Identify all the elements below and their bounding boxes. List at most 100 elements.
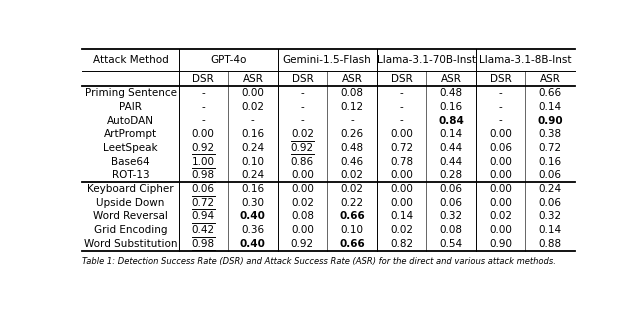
Text: 0.92: 0.92 — [192, 143, 215, 153]
Text: 0.44: 0.44 — [440, 143, 463, 153]
Text: 0.00: 0.00 — [390, 198, 413, 208]
Text: 0.02: 0.02 — [489, 211, 512, 221]
Text: Llama-3.1-8B-Inst: Llama-3.1-8B-Inst — [479, 55, 572, 65]
Text: 0.02: 0.02 — [340, 184, 364, 194]
Text: 0.14: 0.14 — [440, 129, 463, 139]
Text: 0.88: 0.88 — [539, 239, 562, 249]
Text: 0.14: 0.14 — [539, 102, 562, 112]
Text: ArtPrompt: ArtPrompt — [104, 129, 157, 139]
Text: 0.66: 0.66 — [339, 211, 365, 221]
Text: DSR: DSR — [390, 74, 412, 84]
Text: 0.30: 0.30 — [241, 198, 264, 208]
Text: 0.12: 0.12 — [340, 102, 364, 112]
Text: 0.00: 0.00 — [192, 129, 215, 139]
Text: ASR: ASR — [441, 74, 461, 84]
Text: 0.16: 0.16 — [241, 129, 264, 139]
Text: -: - — [202, 88, 205, 98]
Text: 0.48: 0.48 — [440, 88, 463, 98]
Text: GPT-4o: GPT-4o — [210, 55, 246, 65]
Text: 0.02: 0.02 — [241, 102, 264, 112]
Text: 0.82: 0.82 — [390, 239, 413, 249]
Text: 0.16: 0.16 — [440, 102, 463, 112]
Text: 0.10: 0.10 — [340, 225, 364, 235]
Text: 0.32: 0.32 — [539, 211, 562, 221]
Text: 0.86: 0.86 — [291, 157, 314, 167]
Text: 0.06: 0.06 — [489, 143, 512, 153]
Text: 0.00: 0.00 — [291, 184, 314, 194]
Text: ASR: ASR — [540, 74, 561, 84]
Text: Keyboard Cipher: Keyboard Cipher — [87, 184, 174, 194]
Text: 0.00: 0.00 — [489, 157, 512, 167]
Text: -: - — [301, 88, 304, 98]
Text: 0.24: 0.24 — [539, 184, 562, 194]
Text: 0.00: 0.00 — [489, 184, 512, 194]
Text: 0.84: 0.84 — [438, 115, 464, 126]
Text: ASR: ASR — [243, 74, 263, 84]
Text: -: - — [202, 102, 205, 112]
Text: 0.28: 0.28 — [440, 170, 463, 180]
Text: Gemini-1.5-Flash: Gemini-1.5-Flash — [283, 55, 372, 65]
Text: 0.06: 0.06 — [440, 184, 463, 194]
Text: -: - — [251, 115, 255, 126]
Text: -: - — [399, 102, 403, 112]
Text: -: - — [202, 115, 205, 126]
Text: 0.00: 0.00 — [489, 170, 512, 180]
Text: Grid Encoding: Grid Encoding — [93, 225, 167, 235]
Text: Upside Down: Upside Down — [96, 198, 164, 208]
Text: 0.00: 0.00 — [390, 184, 413, 194]
Text: 0.72: 0.72 — [192, 198, 215, 208]
Text: 0.92: 0.92 — [291, 143, 314, 153]
Text: 0.10: 0.10 — [241, 157, 264, 167]
Text: LeetSpeak: LeetSpeak — [103, 143, 158, 153]
Text: 0.08: 0.08 — [340, 88, 364, 98]
Text: 0.00: 0.00 — [390, 129, 413, 139]
Text: 0.42: 0.42 — [192, 225, 215, 235]
Text: DSR: DSR — [490, 74, 511, 84]
Text: 0.26: 0.26 — [340, 129, 364, 139]
Text: Table 1: Detection Success Rate (DSR) and Attack Success Rate (ASR) for the dire: Table 1: Detection Success Rate (DSR) an… — [83, 257, 556, 266]
Text: DSR: DSR — [193, 74, 214, 84]
Text: 0.00: 0.00 — [241, 88, 264, 98]
Text: ROT-13: ROT-13 — [112, 170, 149, 180]
Text: Word Substitution: Word Substitution — [84, 239, 177, 249]
Text: -: - — [399, 115, 403, 126]
Text: 0.00: 0.00 — [489, 225, 512, 235]
Text: 0.94: 0.94 — [192, 211, 215, 221]
Text: -: - — [499, 115, 502, 126]
Text: 0.02: 0.02 — [340, 170, 364, 180]
Text: 0.66: 0.66 — [339, 239, 365, 249]
Text: 0.06: 0.06 — [192, 184, 215, 194]
Text: 0.06: 0.06 — [539, 198, 562, 208]
Text: 0.54: 0.54 — [440, 239, 463, 249]
Text: 0.00: 0.00 — [291, 225, 314, 235]
Text: 0.24: 0.24 — [241, 170, 264, 180]
Text: 0.44: 0.44 — [440, 157, 463, 167]
Text: -: - — [499, 88, 502, 98]
Text: -: - — [301, 115, 304, 126]
Text: 0.36: 0.36 — [241, 225, 264, 235]
Text: 0.40: 0.40 — [240, 239, 266, 249]
Text: -: - — [350, 115, 354, 126]
Text: 0.02: 0.02 — [291, 129, 314, 139]
Text: 0.66: 0.66 — [539, 88, 562, 98]
Text: 0.06: 0.06 — [539, 170, 562, 180]
Text: 0.78: 0.78 — [390, 157, 413, 167]
Text: 0.00: 0.00 — [390, 170, 413, 180]
Text: Priming Sentence: Priming Sentence — [84, 88, 177, 98]
Text: 0.32: 0.32 — [440, 211, 463, 221]
Text: AutoDAN: AutoDAN — [107, 115, 154, 126]
Text: 0.90: 0.90 — [489, 239, 512, 249]
Text: 0.16: 0.16 — [241, 184, 264, 194]
Text: 0.00: 0.00 — [489, 198, 512, 208]
Text: 0.24: 0.24 — [241, 143, 264, 153]
Text: 0.00: 0.00 — [291, 170, 314, 180]
Text: 0.38: 0.38 — [539, 129, 562, 139]
Text: 0.16: 0.16 — [539, 157, 562, 167]
Text: -: - — [301, 102, 304, 112]
Text: 0.00: 0.00 — [489, 129, 512, 139]
Text: Attack Method: Attack Method — [93, 55, 168, 65]
Text: 0.92: 0.92 — [291, 239, 314, 249]
Text: 0.46: 0.46 — [340, 157, 364, 167]
Text: 0.90: 0.90 — [538, 115, 563, 126]
Text: 0.72: 0.72 — [390, 143, 413, 153]
